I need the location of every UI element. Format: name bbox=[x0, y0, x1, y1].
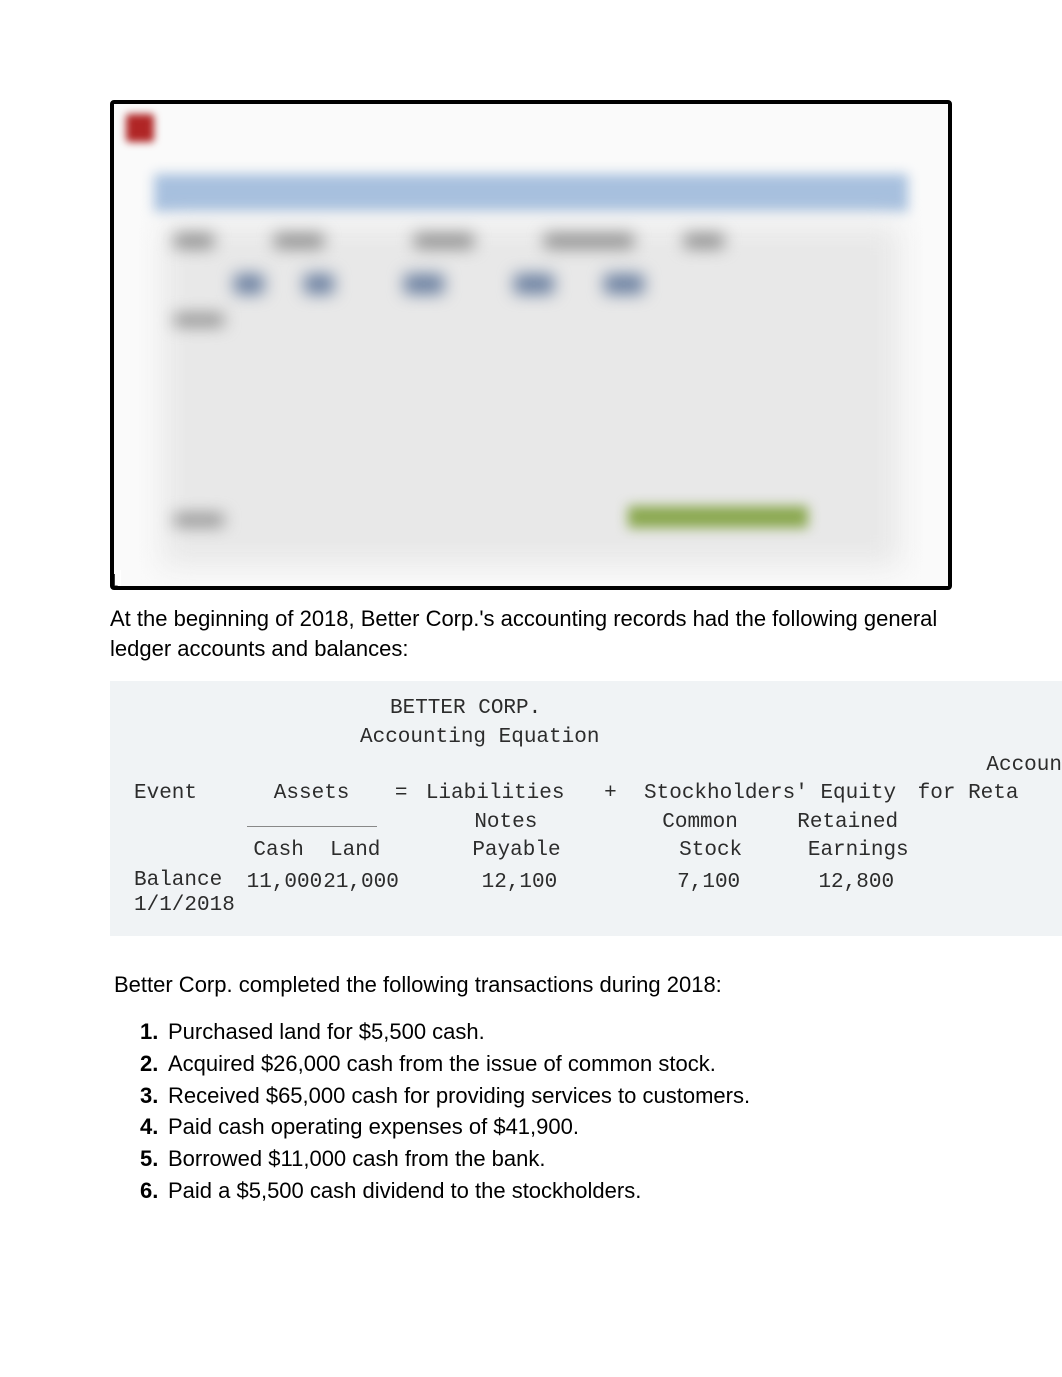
item-text: Purchased land for $5,500 cash. bbox=[168, 1019, 485, 1044]
cell-cash: 11,000 bbox=[247, 869, 311, 897]
col-for-reta: for Reta bbox=[918, 782, 1019, 805]
blur-blob bbox=[174, 514, 224, 526]
cell-retained-earnings: 12,800 bbox=[786, 869, 926, 897]
list-item: 5.Borrowed $11,000 cash from the bank. bbox=[140, 1144, 1002, 1174]
blurred-green-bar bbox=[628, 506, 808, 528]
blur-blob bbox=[174, 234, 214, 248]
item-number: 2. bbox=[140, 1049, 168, 1079]
transactions-list: 1.Purchased land for $5,500 cash. 2.Acqu… bbox=[140, 1017, 1002, 1205]
sub-payable: Payable bbox=[436, 837, 596, 865]
sub-land: Land bbox=[323, 837, 387, 865]
col-equals: = bbox=[389, 780, 413, 808]
blur-blob bbox=[274, 234, 324, 248]
item-number: 5. bbox=[140, 1144, 168, 1174]
sub-stock: Stock bbox=[646, 837, 776, 865]
item-text: Received $65,000 cash for providing serv… bbox=[168, 1083, 750, 1108]
accounting-equation-table: BETTER CORP. Accounting Equation Accoun … bbox=[110, 681, 1062, 935]
blur-blob bbox=[544, 234, 634, 248]
list-item: 4.Paid cash operating expenses of $41,90… bbox=[140, 1112, 1002, 1142]
blur-blob bbox=[604, 274, 644, 294]
header-row: Event Assets = Liabilities + Stockholder… bbox=[110, 780, 1062, 808]
sub-retained: Retained bbox=[778, 809, 918, 837]
item-number: 4. bbox=[140, 1112, 168, 1142]
blur-blob bbox=[684, 234, 724, 248]
blur-blob bbox=[514, 274, 554, 294]
list-item: 3.Received $65,000 cash for providing se… bbox=[140, 1081, 1002, 1111]
accounts-header-fragment: Accoun bbox=[986, 754, 1062, 777]
cell-common-stock: 7,100 bbox=[644, 869, 774, 897]
sub-common: Common bbox=[635, 809, 765, 837]
col-event: Event bbox=[134, 780, 234, 808]
list-item: 6.Paid a $5,500 cash dividend to the sto… bbox=[140, 1176, 1002, 1206]
blur-blob bbox=[234, 274, 264, 294]
table-company: BETTER CORP. bbox=[110, 695, 1062, 723]
blurred-header-bar bbox=[154, 174, 908, 212]
subheader-row-1: Notes Common Retained bbox=[110, 809, 1062, 837]
sub-earnings: Earnings bbox=[788, 837, 928, 865]
sub-notes: Notes bbox=[426, 809, 586, 837]
subheader-row-2: Cash Land Payable Stock Earnings bbox=[110, 837, 1062, 865]
item-text: Borrowed $11,000 cash from the bank. bbox=[168, 1146, 545, 1171]
list-item: 2.Acquired $26,000 cash from the issue o… bbox=[140, 1049, 1002, 1079]
cell-land: 21,000 bbox=[323, 869, 395, 897]
col-equity: Stockholders' Equity bbox=[635, 780, 905, 808]
blur-blob bbox=[414, 234, 474, 248]
item-number: 3. bbox=[140, 1081, 168, 1111]
blur-blob bbox=[304, 274, 334, 294]
blur-blob bbox=[174, 314, 224, 326]
sub-cash: Cash bbox=[247, 837, 311, 865]
table-title: Accounting Equation bbox=[110, 724, 1062, 752]
intro-paragraph: At the beginning of 2018, Better Corp.'s… bbox=[110, 604, 952, 663]
list-item: 1.Purchased land for $5,500 cash. bbox=[140, 1017, 1002, 1047]
item-text: Paid a $5,500 cash dividend to the stock… bbox=[168, 1178, 641, 1203]
header-row-top: Accoun bbox=[110, 752, 1062, 780]
transactions-intro: Better Corp. completed the following tra… bbox=[114, 970, 952, 1000]
item-number: 6. bbox=[140, 1176, 168, 1206]
cell-notes-payable: 12,100 bbox=[444, 869, 594, 897]
data-row: Balance 1/1/2018 11,000 21,000 12,100 7,… bbox=[110, 869, 1062, 917]
figure-number: 1 bbox=[110, 570, 121, 590]
item-number: 1. bbox=[140, 1017, 168, 1047]
col-liabilities: Liabilities bbox=[426, 780, 586, 808]
item-text: Acquired $26,000 cash from the issue of … bbox=[168, 1051, 716, 1076]
cell-event: Balance 1/1/2018 bbox=[134, 869, 234, 917]
col-assets: Assets bbox=[247, 780, 377, 808]
col-plus: + bbox=[598, 780, 622, 808]
item-text: Paid cash operating expenses of $41,900. bbox=[168, 1114, 579, 1139]
blur-blob bbox=[404, 274, 444, 294]
red-square-icon bbox=[126, 114, 154, 142]
blurred-screenshot: 1 bbox=[110, 100, 952, 590]
